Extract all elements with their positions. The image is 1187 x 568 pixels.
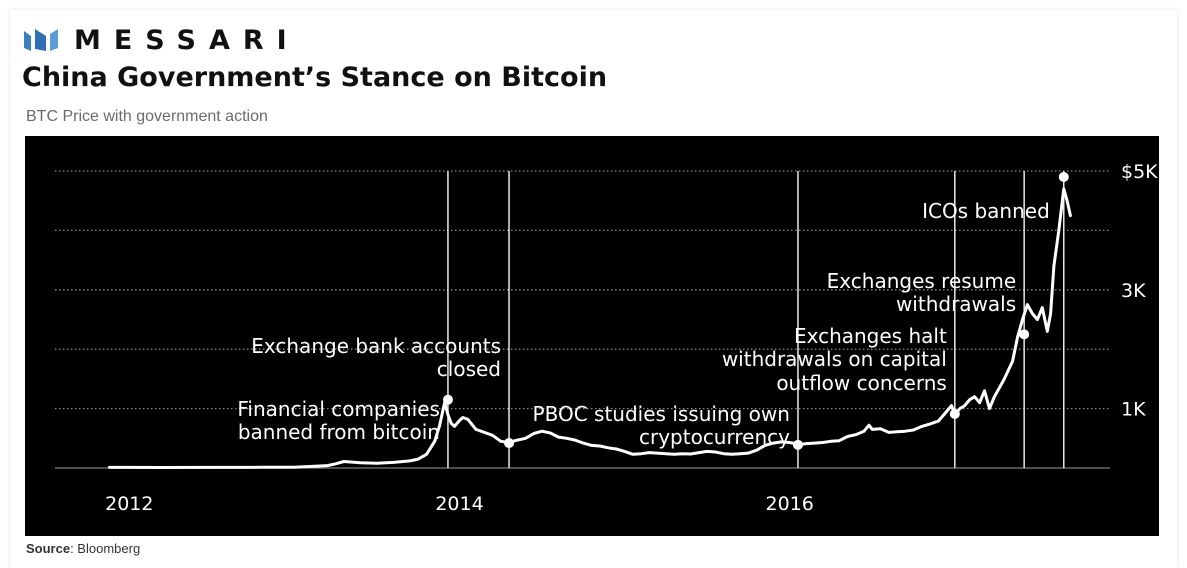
event-marker — [949, 408, 960, 419]
event-markers — [442, 171, 1069, 450]
x-tick-label: 2014 — [435, 493, 483, 515]
event-label: Exchanges resume — [827, 269, 1016, 293]
source-note: Source: Bloomberg — [26, 541, 140, 556]
y-tick-label: 3K — [1121, 280, 1146, 302]
y-tick-label: 1K — [1121, 399, 1146, 421]
event-label: Exchange bank accounts — [251, 334, 501, 358]
event-label: withdrawals — [896, 292, 1016, 316]
chart-subtitle: BTC Price with government action — [26, 108, 268, 125]
x-tick-label: 2012 — [105, 493, 153, 515]
event-label: withdrawals on capital — [722, 347, 947, 371]
source-text: : Bloomberg — [70, 541, 141, 556]
event-label: Exchanges halt — [794, 324, 947, 348]
event-label: cryptocurrency — [639, 425, 790, 449]
series-layer — [108, 187, 1072, 469]
source-label: Source — [26, 541, 71, 556]
event-label: PBOC studies issuing own — [533, 402, 790, 426]
chart-labels: 1K 3K $5K 2012 2014 2016 Financial companiesba… — [105, 161, 1158, 515]
event-marker — [504, 438, 515, 449]
event-label: banned from bitcoin — [238, 420, 440, 444]
x-tick-label: 2016 — [766, 493, 814, 515]
price-line — [108, 187, 1072, 469]
event-marker — [792, 439, 803, 450]
chart-card: MESSARI China Government’s Stance on Bit… — [10, 10, 1177, 568]
event-label: closed — [437, 357, 501, 381]
event-label: ICOs banned — [922, 199, 1050, 223]
y-tick-label: $5K — [1121, 161, 1158, 183]
event-marker — [1019, 329, 1030, 340]
event-label: Financial companies — [237, 397, 440, 421]
event-marker — [442, 394, 453, 405]
brand-header: MESSARI — [22, 24, 300, 56]
line-chart: 1K 3K $5K 2012 2014 2016 Financial companiesba… — [55, 161, 1158, 515]
event-marker — [1058, 171, 1069, 182]
brand-name: MESSARI — [74, 24, 300, 56]
chart-title: China Government’s Stance on Bitcoin — [22, 62, 608, 93]
event-lines — [447, 171, 1065, 468]
event-label: outflow concerns — [776, 371, 946, 395]
plot-area: 1K 3K $5K 2012 2014 2016 Financial companies ba… — [25, 136, 1159, 536]
messari-logo-icon — [24, 29, 58, 51]
